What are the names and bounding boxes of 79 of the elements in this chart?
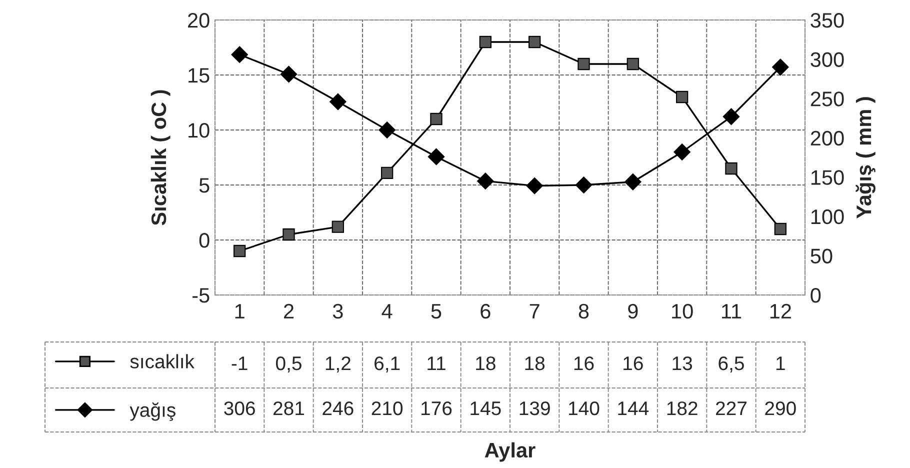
data-label: 182 <box>667 401 698 416</box>
point <box>575 176 592 194</box>
data-label: 1 <box>776 356 785 370</box>
x-tick-label: 8 <box>578 304 589 319</box>
data-label: 246 <box>322 401 354 416</box>
point <box>428 148 445 166</box>
point <box>479 36 492 48</box>
point <box>280 66 298 83</box>
point <box>725 162 738 175</box>
y2-tick-label: 50 <box>810 248 832 264</box>
data-label: 6,1 <box>374 356 400 373</box>
point <box>234 244 246 258</box>
point <box>624 173 642 190</box>
y2-tick-label: 200 <box>810 130 844 146</box>
x-tick-label: 9 <box>628 304 638 319</box>
text: Aylar <box>484 442 536 462</box>
x-tick-label: 12 <box>770 304 791 318</box>
data-label: 140 <box>569 401 600 416</box>
data-label: 1,2 <box>326 356 350 373</box>
x-tick-label: 1 <box>235 304 244 318</box>
x-tick-label: 7 <box>530 304 540 318</box>
point <box>477 172 494 190</box>
point <box>528 36 541 48</box>
y2-tick-label: 350 <box>810 13 844 28</box>
point <box>378 122 396 138</box>
point <box>774 222 786 236</box>
y2-tick-label: 250 <box>810 92 844 106</box>
data-label: 290 <box>765 401 796 416</box>
data-label: 16 <box>574 356 594 370</box>
point <box>526 177 543 194</box>
point <box>381 166 394 179</box>
data-label: 0,5 <box>276 356 302 373</box>
x-tick-label: 11 <box>722 304 742 318</box>
data-label: 210 <box>372 401 403 416</box>
y-tick-label: 10 <box>188 123 210 138</box>
data-label: 176 <box>422 401 452 416</box>
data-label: 306 <box>224 401 255 416</box>
data-label: 139 <box>520 401 550 416</box>
legend-label: yağış <box>130 402 176 421</box>
x-tick-label: 10 <box>672 304 693 319</box>
data-label: 281 <box>274 401 304 416</box>
y-tick-label: 0 <box>199 233 210 248</box>
y-tick-label: -5 <box>192 288 210 303</box>
y2-tick-label: 100 <box>811 209 844 224</box>
y-axis-title: Sıcaklık ( oC ) <box>150 90 170 226</box>
point <box>674 144 690 160</box>
y2-tick-label: 150 <box>811 170 844 185</box>
x-tick-label: 2 <box>284 304 294 318</box>
point <box>330 93 346 110</box>
point <box>282 228 295 241</box>
point <box>772 58 789 76</box>
x-tick-label: 6 <box>480 304 490 319</box>
data-label: 18 <box>525 356 545 370</box>
point <box>626 58 639 70</box>
x-tick-label: 3 <box>332 304 343 319</box>
y-tick-label: 20 <box>188 13 210 28</box>
y2-tick-label: 0 <box>810 288 821 303</box>
point <box>676 90 688 104</box>
x-tick-label: 5 <box>431 304 442 319</box>
data-label: 227 <box>716 401 746 416</box>
data-label: 11 <box>428 356 446 370</box>
point <box>332 220 344 233</box>
point <box>231 46 248 63</box>
data-label: 13 <box>672 356 692 370</box>
y-tick-label: 5 <box>199 178 210 193</box>
data-label: 144 <box>618 402 649 416</box>
point <box>430 112 442 126</box>
y-tick-label: 15 <box>188 68 210 83</box>
data-label: -1 <box>232 356 248 370</box>
x-tick-label: 4 <box>382 304 392 318</box>
y2-axis-title: Yağış ( mm ) <box>856 97 876 219</box>
y2-tick-label: 300 <box>810 52 844 68</box>
data-label: 18 <box>476 356 496 370</box>
point <box>722 108 740 126</box>
data-label: 16 <box>624 356 643 370</box>
data-label: 145 <box>470 402 501 416</box>
legend-label: sıcaklık <box>130 354 195 368</box>
point <box>578 58 590 70</box>
data-label: 6,5 <box>718 356 744 373</box>
